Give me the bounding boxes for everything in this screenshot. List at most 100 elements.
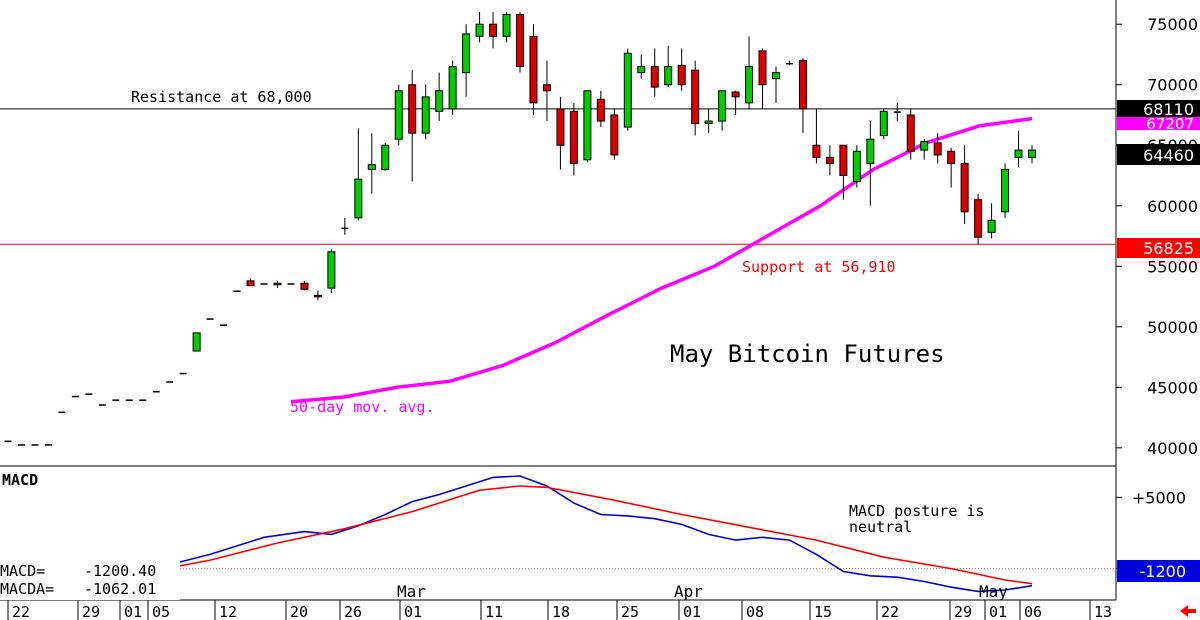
price-bar [650,48,659,97]
price-axis-tick-label: 55000 [1147,257,1198,276]
price-panel: 4000045000500005500060000650007000075000 [0,12,1198,458]
price-bar [233,290,241,292]
price-bar [879,108,888,140]
chart-title: May Bitcoin Futures [670,340,945,368]
price-bar [839,144,848,200]
price-bar [71,395,79,398]
price-bar [246,278,255,287]
date-axis-tick-label: 18 [552,603,570,620]
price-bar [44,444,52,446]
price-bar [1028,145,1036,164]
price-bar [448,60,457,115]
price-bar [825,145,834,176]
price-bar [718,90,727,131]
date-axis-tick-label: 26 [344,603,362,620]
price-bar [583,90,592,163]
price-bar [139,399,147,401]
price-bar [745,36,754,109]
price-bar [906,108,915,160]
macd-annotation-line-1: MACD posture is [849,502,984,520]
price-axis-tick-label: 75000 [1147,15,1198,34]
price-bar [556,96,565,170]
resistance-label: Resistance at 68,000 [131,88,312,106]
price-bar [623,48,632,131]
price-bar [677,48,686,91]
date-axis-tick-label: 12 [219,603,237,620]
macd-series-line [7,485,1033,585]
support-label: Support at 56,910 [742,258,896,276]
price-bar [192,332,201,352]
date-axis-tick-label: 15 [814,603,832,620]
price-bar [166,381,174,383]
price-bar [98,404,106,406]
price-bar [85,393,93,395]
price-bar [772,66,780,103]
moving-average-value-text: 67207 [1146,115,1194,133]
price-bar [1001,163,1010,218]
price-bar [812,108,821,164]
price-bar [260,283,268,285]
price-bar [179,372,187,375]
price-axis-tick-label: 60000 [1147,197,1198,216]
date-axis-tick-label: 01 [124,603,142,620]
price-bar [4,440,12,443]
price-bar [529,24,538,115]
date-axis-tick-label: 22 [881,603,899,620]
price-bar [947,147,956,188]
resistance-value-text: 68110 [1143,100,1194,119]
macd-axis-tick-label: +5000 [1132,488,1186,507]
macd-value-text: -1200 [1140,562,1187,581]
price-bar [220,324,228,326]
date-axis-tick-label: 01 [989,603,1007,620]
price-bar [785,60,793,66]
macd-readout-value: -1200.40 [84,562,156,580]
moving-average-value-box [1117,117,1200,130]
price-bar [502,12,511,43]
price-bar [758,48,767,109]
price-bar [341,217,349,235]
price-bar [610,108,619,160]
price-bar [313,290,322,301]
date-axis-tick-label: 01 [404,603,422,620]
macd-panel: +50000 [0,475,1186,593]
date-axis-tick-label: 29 [954,603,972,620]
price-bar [421,84,430,140]
date-axis-tick-label: 13 [1094,603,1112,620]
price-bar [462,24,471,97]
price-bar [58,411,66,414]
price-bar [354,128,363,221]
price-axis-tick-label: 50000 [1147,318,1198,337]
price-bar [408,70,417,182]
support-value-box [1117,238,1200,258]
macd-value-box [1117,560,1200,582]
moving-average-label: 50-day mov. avg. [290,398,435,416]
price-bar [489,12,498,49]
price-bar [516,12,524,73]
date-axis-tick-label: 08 [746,603,764,620]
price-bar [893,102,901,122]
scroll-left-arrow-icon[interactable] [1180,605,1196,617]
date-axis-tick-label: 29 [82,603,100,620]
price-bar [1014,130,1023,168]
price-bar [112,399,120,401]
price-bar [852,145,861,188]
macd-readout-box [0,560,180,600]
price-bar [569,102,578,176]
price-bar [637,54,646,79]
support-value-text: 56825 [1143,239,1194,258]
price-bar [960,145,969,224]
last-price-value-text: 64460 [1143,146,1194,165]
price-bar [435,72,444,122]
date-axis-month-label: Mar [397,582,426,601]
price-bar [287,283,295,285]
price-bar [987,203,996,239]
date-axis-tick-label: 25 [621,603,639,620]
resistance-value-box [1117,100,1200,119]
price-bar [273,280,282,289]
date-axis-month-label: May [979,582,1008,601]
macd-readout-label: MACD= [0,562,45,580]
price-axis-tick-label: 40000 [1147,439,1198,458]
price-bar [17,444,25,446]
price-bar [394,84,403,146]
date-axis-tick-label: 20 [290,603,308,620]
